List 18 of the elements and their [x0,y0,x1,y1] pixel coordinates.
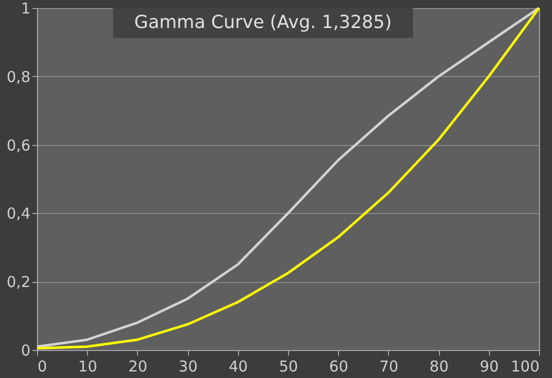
y-tick-label: 0,2 [6,273,30,292]
x-tick-label: 20 [128,358,148,376]
y-tick-label: 1 [20,0,30,18]
y-tick-label: 0,4 [6,204,30,223]
y-tick-label: 0 [20,342,30,360]
x-tick-label: 50 [278,358,298,376]
y-tick-label: 0,6 [6,136,30,154]
x-tick-label: 10 [78,358,98,376]
x-tick-label: 80 [430,358,449,376]
x-tick-label: 30 [178,358,198,376]
x-tick-label: 70 [379,358,398,376]
x-tick-label: 100 [510,358,540,376]
x-tick-label: 0 [38,358,48,376]
x-tick-label: 60 [329,358,348,376]
y-tick-label: 0,8 [6,68,30,86]
chart-title: Gamma Curve (Avg. 1,3285) [113,8,413,38]
x-tick-label: 90 [480,358,499,376]
x-tick-label: 40 [228,358,248,376]
